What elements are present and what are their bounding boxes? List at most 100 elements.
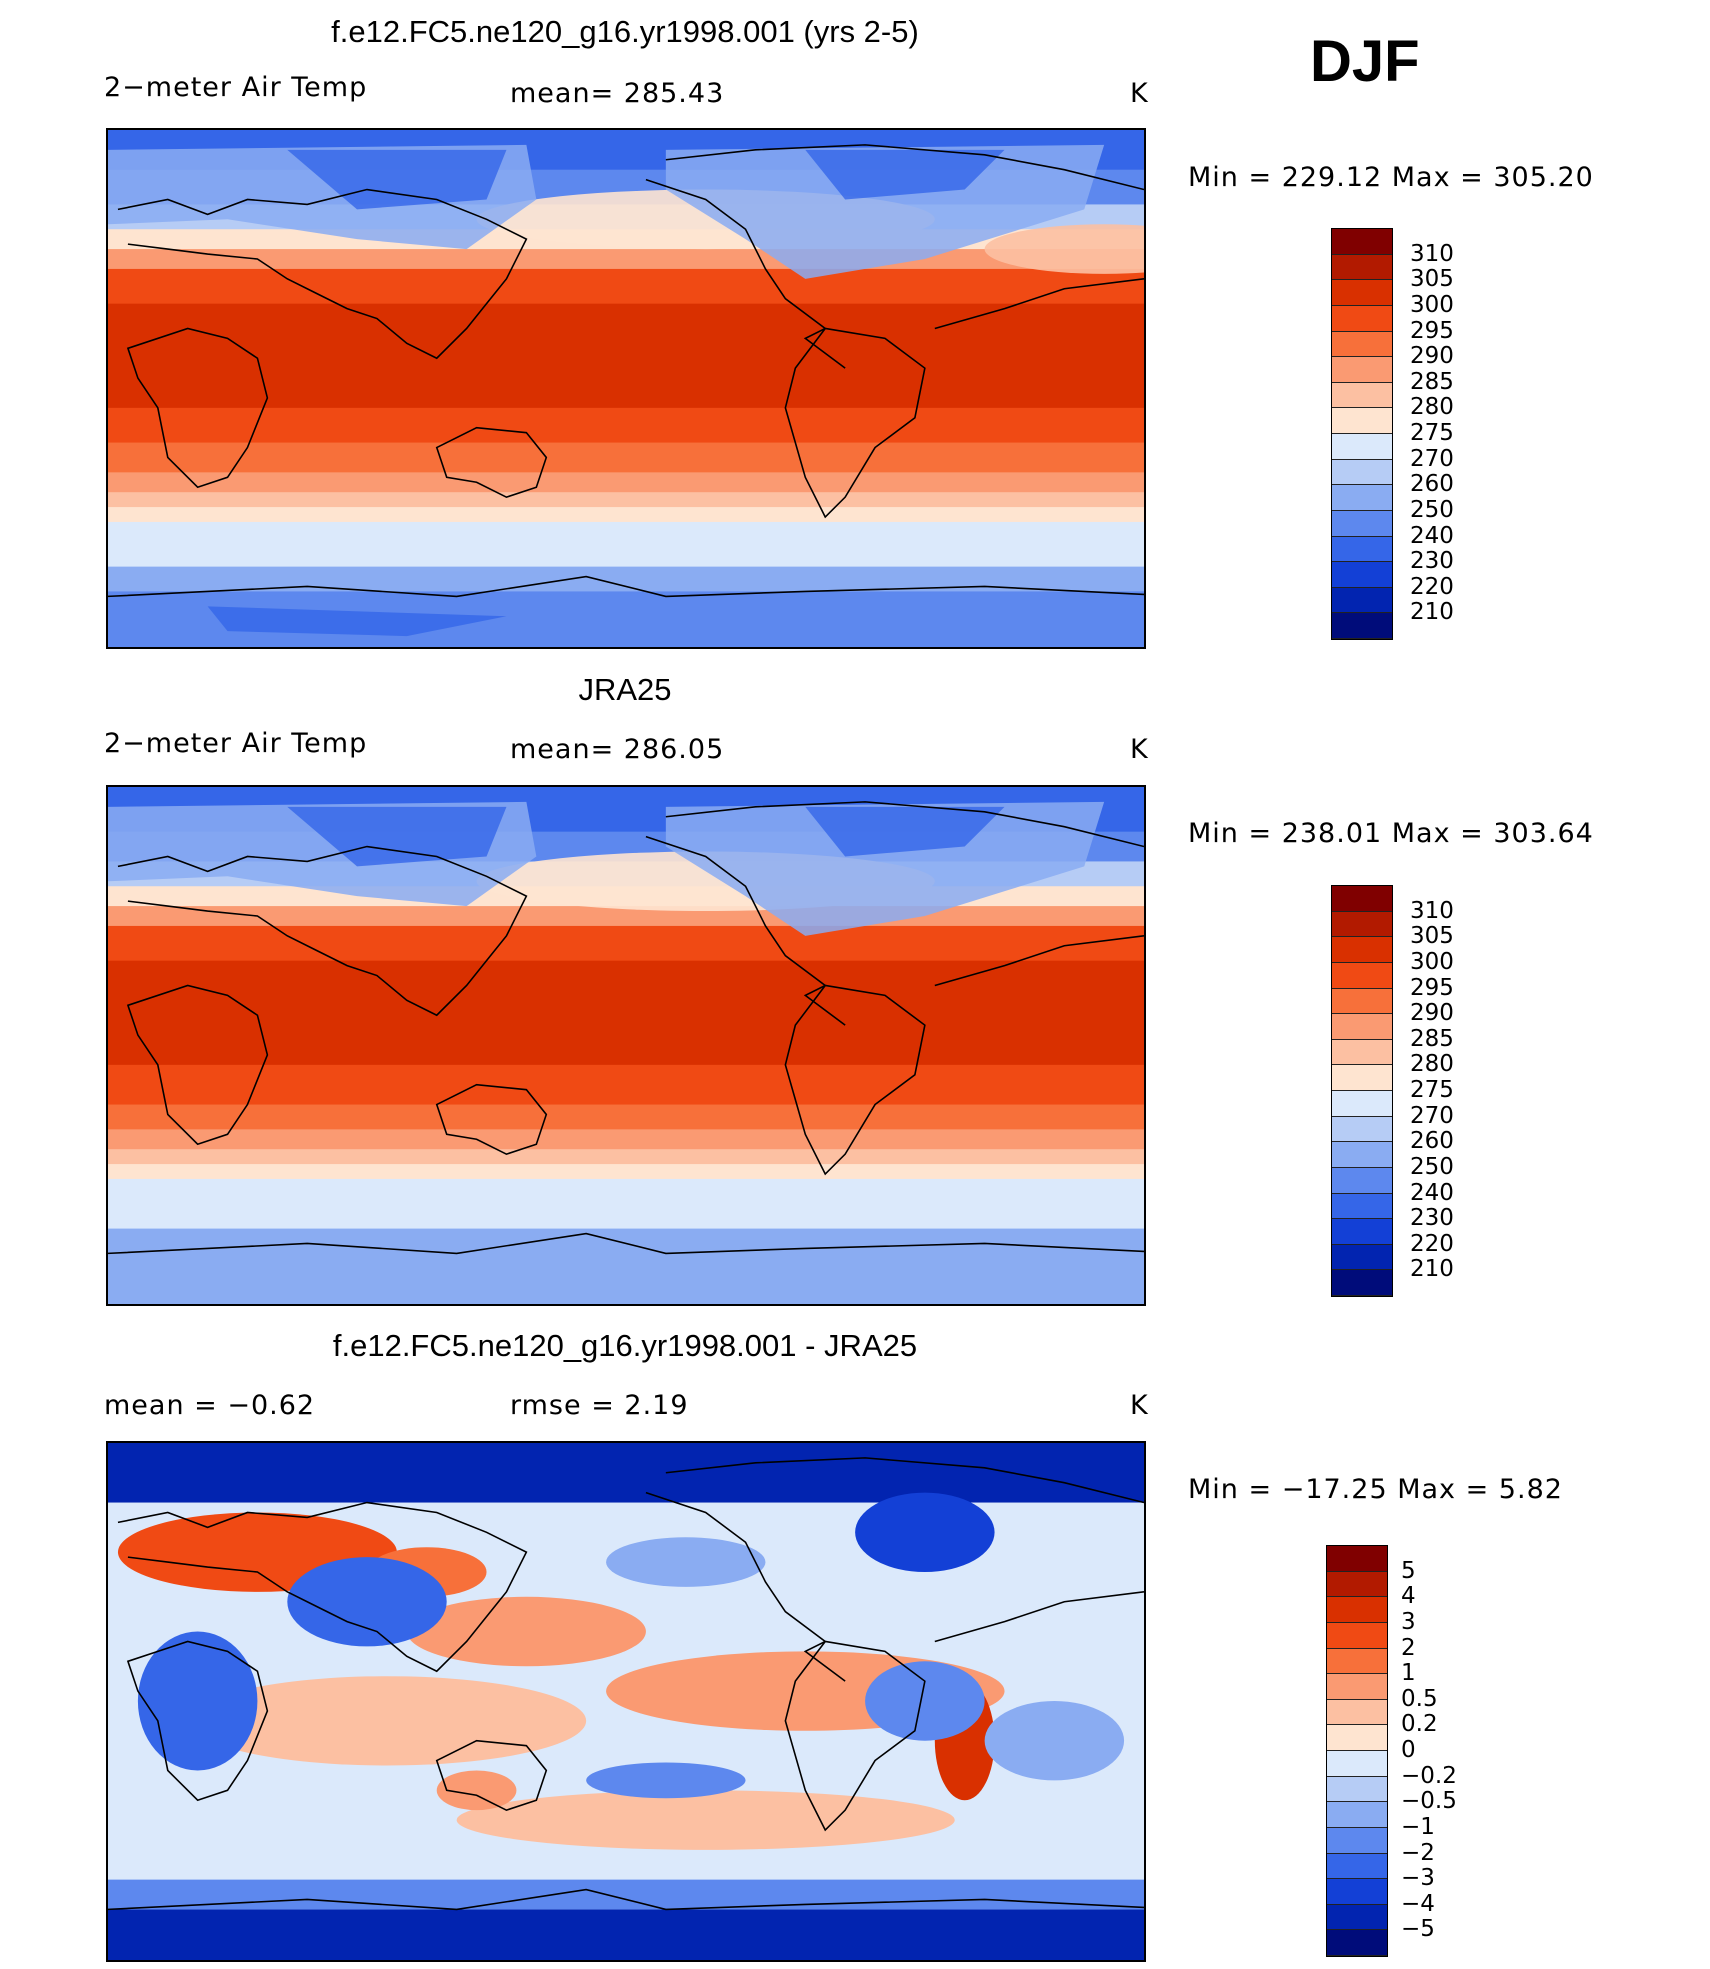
colorbar-swatch — [1332, 1193, 1392, 1220]
colorbar-swatch — [1327, 1879, 1387, 1905]
panel3-rmse: rmse = 2.19 — [510, 1390, 689, 1421]
colorbar-swatch — [1332, 1142, 1392, 1168]
panel2-units: K — [1130, 734, 1149, 765]
colorbar-swatch — [1332, 886, 1392, 912]
colorbar-swatch — [1327, 1699, 1387, 1726]
colorbar-tick-label: 210 — [1410, 599, 1454, 626]
colorbar-tick-label: 285 — [1410, 1025, 1454, 1052]
colorbar-swatch — [1327, 1674, 1387, 1700]
colorbar-tick-label: 290 — [1410, 1000, 1454, 1027]
colorbar-swatch — [1332, 1091, 1392, 1117]
colorbar-swatch — [1327, 1751, 1387, 1777]
colorbar-swatch — [1332, 937, 1392, 963]
colorbar-tick-label: 305 — [1410, 923, 1454, 950]
colorbar-tick-label: 5 — [1401, 1557, 1416, 1584]
colorbar-swatch — [1327, 1802, 1387, 1828]
panel3-mean: mean = −0.62 — [104, 1390, 316, 1421]
colorbar-tick-label: 1 — [1401, 1660, 1416, 1687]
colorbar-tick-label: 210 — [1410, 1256, 1454, 1283]
colorbar-swatch — [1332, 562, 1392, 588]
colorbar-tick-label: −5 — [1401, 1916, 1435, 1943]
colorbar-swatch — [1332, 1244, 1392, 1271]
colorbar-tick-label: 250 — [1410, 1153, 1454, 1180]
panel1-colorbar — [1331, 228, 1393, 640]
panel3-colorbar — [1326, 1545, 1388, 1957]
panel1-units: K — [1130, 78, 1149, 109]
colorbar-swatch — [1332, 988, 1392, 1015]
colorbar-swatch — [1332, 1014, 1392, 1040]
colorbar-tick-label: 305 — [1410, 266, 1454, 293]
colorbar-swatch — [1327, 1622, 1387, 1649]
colorbar-swatch — [1332, 459, 1392, 486]
colorbar-swatch — [1327, 1853, 1387, 1880]
panel2-variable: 2−meter Air Temp — [104, 728, 368, 759]
colorbar-tick-label: 280 — [1410, 1051, 1454, 1078]
colorbar-tick-label: 285 — [1410, 368, 1454, 395]
colorbar-swatch — [1327, 1597, 1387, 1623]
colorbar-swatch — [1332, 434, 1392, 460]
colorbar-tick-label: 275 — [1410, 1077, 1454, 1103]
panel3-title: f.e12.FC5.ne120_g16.yr1998.001 - JRA25 — [332, 1328, 918, 1363]
colorbar-tick-label: −0.2 — [1401, 1762, 1457, 1789]
panel2-map-graphic — [108, 787, 1144, 1304]
colorbar-swatch — [1327, 1776, 1387, 1803]
colorbar-swatch — [1332, 962, 1392, 989]
colorbar-tick-label: −2 — [1401, 1839, 1435, 1866]
colorbar-swatch — [1332, 587, 1392, 614]
colorbar-swatch — [1332, 1270, 1392, 1296]
colorbar-tick-label: 220 — [1410, 1230, 1454, 1257]
colorbar-swatch — [1332, 1065, 1392, 1091]
colorbar-tick-label: 290 — [1410, 343, 1454, 370]
colorbar-swatch — [1327, 1930, 1387, 1956]
colorbar-tick-label: −0.5 — [1401, 1788, 1457, 1815]
colorbar-tick-label: 310 — [1410, 897, 1454, 924]
colorbar-swatch — [1332, 229, 1392, 255]
panel3-map — [106, 1441, 1146, 1962]
panel1-stat: mean= 285.43 — [510, 78, 725, 109]
colorbar-swatch — [1332, 536, 1392, 563]
panel3-minmax: Min = −17.25 Max = 5.82 — [1188, 1474, 1563, 1505]
panel2-map — [106, 785, 1146, 1306]
colorbar-tick-label: 230 — [1410, 548, 1454, 575]
colorbar-swatch — [1332, 254, 1392, 281]
panel1-minmax: Min = 229.12 Max = 305.20 — [1188, 162, 1594, 193]
colorbar-tick-label: 0.2 — [1401, 1711, 1438, 1738]
colorbar-tick-label: 270 — [1410, 1102, 1454, 1129]
colorbar-tick-label: 270 — [1410, 445, 1454, 472]
colorbar-swatch — [1332, 1219, 1392, 1245]
colorbar-tick-label: 0.5 — [1401, 1685, 1438, 1712]
colorbar-swatch — [1332, 331, 1392, 358]
colorbar-tick-label: 300 — [1410, 948, 1454, 975]
colorbar-tick-label: 230 — [1410, 1205, 1454, 1232]
colorbar-tick-label: 220 — [1410, 573, 1454, 600]
colorbar-swatch — [1327, 1571, 1387, 1598]
colorbar-swatch — [1332, 408, 1392, 434]
colorbar-tick-label: 250 — [1410, 496, 1454, 523]
colorbar-tick-label: −3 — [1401, 1865, 1435, 1892]
colorbar-tick-label: 295 — [1410, 317, 1454, 344]
colorbar-tick-label: 4 — [1401, 1583, 1416, 1610]
colorbar-swatch — [1332, 613, 1392, 639]
panel2-stat: mean= 286.05 — [510, 734, 725, 765]
colorbar-swatch — [1332, 510, 1392, 537]
colorbar-tick-label: 2 — [1401, 1634, 1416, 1661]
season-label: DJF — [1310, 29, 1420, 94]
colorbar-swatch — [1332, 382, 1392, 409]
colorbar-swatch — [1327, 1827, 1387, 1854]
colorbar-swatch — [1332, 305, 1392, 332]
panel1-map — [106, 128, 1146, 649]
colorbar-swatch — [1327, 1648, 1387, 1675]
colorbar-tick-label: 260 — [1410, 471, 1454, 498]
colorbar-swatch — [1327, 1904, 1387, 1931]
colorbar-swatch — [1332, 1116, 1392, 1143]
colorbar-swatch — [1332, 1039, 1392, 1066]
panel3-map-graphic — [108, 1443, 1144, 1960]
colorbar-tick-label: 280 — [1410, 394, 1454, 421]
panel3-units: K — [1130, 1390, 1149, 1421]
colorbar-swatch — [1327, 1546, 1387, 1572]
colorbar-tick-label: 3 — [1401, 1608, 1416, 1635]
panel2-title: JRA25 — [578, 672, 672, 707]
colorbar-swatch — [1327, 1725, 1387, 1751]
colorbar-tick-label: 300 — [1410, 291, 1454, 318]
colorbar-tick-label: 310 — [1410, 240, 1454, 267]
